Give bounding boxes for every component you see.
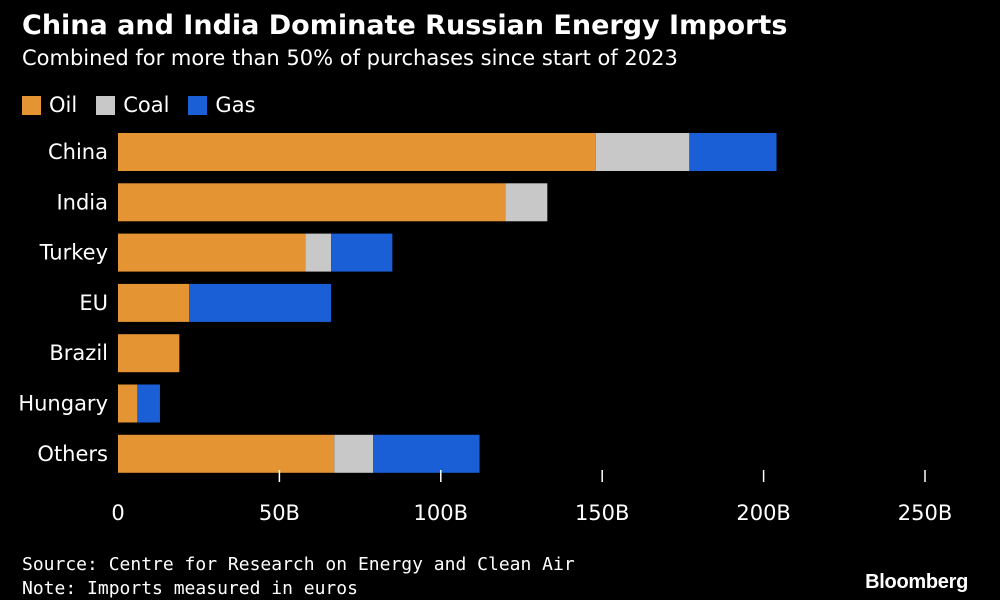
legend-label-oil: Oil — [49, 93, 78, 117]
bar-segment-coal — [505, 183, 548, 222]
category-label: Brazil — [49, 341, 108, 365]
bar-segment-oil — [118, 133, 596, 171]
bar-segment-oil — [118, 384, 138, 423]
bar-segment-gas — [373, 434, 480, 473]
x-tick-label: 50B — [259, 501, 300, 525]
x-tick-label: 250B — [898, 501, 953, 525]
legend: Oil Coal Gas — [22, 92, 275, 118]
bar-segment-coal — [334, 434, 374, 473]
legend-item-oil: Oil — [22, 93, 77, 117]
source-note: Source: Centre for Research on Energy an… — [22, 554, 575, 575]
category-label: India — [56, 190, 108, 214]
legend-item-coal: Coal — [96, 93, 169, 117]
x-tick-label: 100B — [414, 501, 469, 525]
bar-chart: China India Turkey EU Brazil Hungary Others 0 50… — [18, 133, 953, 525]
category-label: China — [48, 140, 108, 164]
category-label: Turkey — [39, 241, 108, 265]
bar-segment-gas — [331, 233, 393, 272]
legend-swatch-coal — [96, 95, 116, 115]
bar-segment-oil — [118, 233, 306, 272]
bar-segment-gas — [137, 384, 160, 423]
bloomberg-logo: Bloomberg — [865, 571, 968, 593]
legend-label-gas: Gas — [215, 93, 256, 117]
bar-segment-oil — [118, 334, 180, 373]
x-tick-label: 200B — [736, 501, 791, 525]
bar-segment-coal — [595, 133, 690, 171]
bar-segment-oil — [118, 283, 190, 322]
category-label: EU — [79, 291, 108, 315]
bar-segment-oil — [118, 434, 335, 473]
legend-item-gas: Gas — [188, 93, 256, 117]
legend-swatch-oil — [22, 95, 41, 115]
category-label: Others — [37, 442, 108, 466]
x-tick-label: 0 — [111, 501, 124, 525]
x-tick-label: 150B — [575, 501, 630, 525]
chart-title: China and India Dominate Russian Energy … — [22, 10, 788, 41]
legend-swatch-gas — [188, 95, 208, 115]
footnote: Note: Imports measured in euros — [22, 578, 358, 599]
bar-segment-gas — [689, 133, 777, 171]
bar-segment-coal — [305, 233, 332, 272]
bar-segment-oil — [118, 183, 506, 222]
legend-label-coal: Coal — [123, 93, 170, 117]
chart-subtitle: Combined for more than 50% of purchases … — [22, 46, 678, 70]
bar-segment-gas — [189, 283, 332, 322]
category-label: Hungary — [18, 392, 108, 416]
